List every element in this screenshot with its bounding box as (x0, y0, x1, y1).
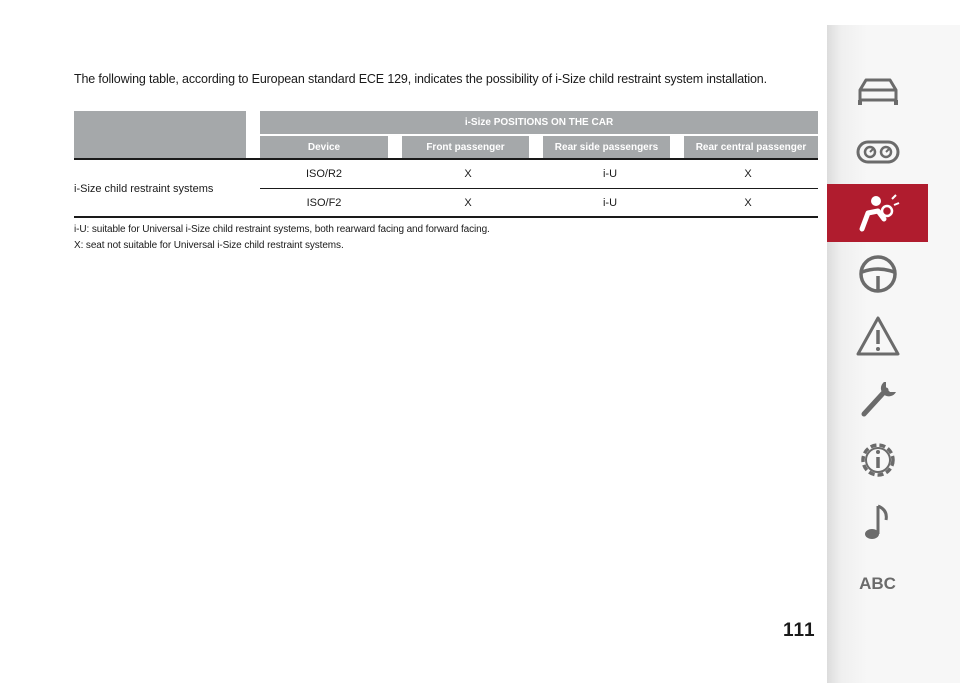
table-cell-device: ISO/F2 (306, 197, 342, 209)
table-cell-rear-side: i-U (602, 197, 618, 209)
abc-index-icon: ABC (859, 574, 896, 593)
table-notes: i-U: suitable for Universal i-Size child… (74, 222, 490, 254)
table-cell-device: ISO/R2 (305, 168, 343, 180)
car-icon (857, 78, 898, 105)
note-x: X: seat not suitable for Universal i-Siz… (74, 240, 344, 251)
table-group-header: i-Size POSITIONS ON THE CAR (260, 111, 818, 134)
tab-index[interactable]: ABC (827, 556, 928, 612)
wrench-icon (861, 382, 896, 417)
column-header-rear-central-passenger: Rear central passenger (684, 136, 818, 158)
table-divider (74, 158, 818, 160)
table-cell-rear-central: X (744, 168, 752, 180)
music-note-icon (864, 504, 888, 539)
tab-maintenance[interactable] (827, 370, 928, 426)
tab-warnings[interactable] (827, 308, 928, 364)
table-row-divider (260, 188, 818, 189)
dashboard-icon (856, 140, 899, 164)
tab-safety[interactable] (827, 184, 928, 242)
table-header-blank (74, 111, 246, 158)
tab-dashboard[interactable] (827, 124, 928, 180)
tab-multimedia[interactable] (827, 494, 928, 550)
intro-paragraph: The following table, according to Europe… (74, 72, 767, 86)
column-header-front-passenger: Front passenger (402, 136, 529, 158)
tab-car[interactable] (827, 62, 928, 118)
note-iu: i-U: suitable for Universal i-Size child… (74, 224, 490, 235)
gear-info-icon (860, 443, 895, 477)
tab-steering[interactable] (827, 246, 928, 302)
table-row-label: i-Size child restraint systems (74, 183, 214, 195)
table-bottom-border (74, 216, 818, 218)
table-cell-rear-central: X (744, 197, 752, 209)
warning-triangle-icon (856, 316, 899, 356)
tab-technical-data[interactable] (827, 432, 928, 488)
steering-wheel-icon (858, 255, 897, 293)
table-cell-rear-side: i-U (602, 168, 618, 180)
table-cell-front: X (464, 197, 472, 209)
table-cell-front: X (464, 168, 472, 180)
column-header-rear-side-passengers: Rear side passengers (543, 136, 670, 158)
table-column-headers: Device Front passenger Rear side passeng… (260, 136, 818, 158)
column-header-device: Device (260, 136, 388, 158)
page-number: 111 (783, 620, 816, 641)
airbag-safety-icon (859, 194, 899, 232)
